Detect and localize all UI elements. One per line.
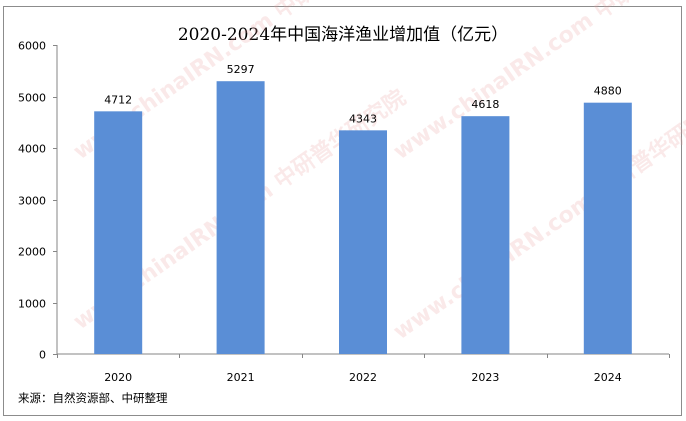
bar-2024 bbox=[583, 102, 632, 355]
x-tick-label: 2024 bbox=[594, 371, 622, 384]
x-tick-label: 2020 bbox=[104, 371, 132, 384]
x-tick-label: 2021 bbox=[227, 371, 255, 384]
x-tick-label: 2023 bbox=[471, 371, 499, 384]
data-label-2021: 5297 bbox=[227, 63, 255, 76]
watermark: www.chinaIRN.com 中研普华研究院 bbox=[389, 0, 686, 165]
y-tick-label: 0 bbox=[39, 349, 46, 362]
data-label-2023: 4618 bbox=[471, 98, 499, 111]
y-tick-label: 3000 bbox=[18, 195, 46, 208]
bar-2021 bbox=[216, 81, 265, 354]
bar-2022 bbox=[339, 130, 387, 354]
chart-frame bbox=[3, 6, 682, 416]
y-tick-label: 1000 bbox=[18, 298, 46, 311]
source-note: 来源：自然资源部、中研整理 bbox=[18, 391, 168, 405]
data-label-2020: 4712 bbox=[104, 93, 132, 106]
chart-title: 2020-2024年中国海洋渔业增加值（亿元） bbox=[177, 25, 509, 45]
data-label-2022: 4343 bbox=[349, 112, 377, 125]
y-tick-label: 4000 bbox=[18, 143, 46, 156]
x-tick-label: 2022 bbox=[349, 371, 377, 384]
bar-2023 bbox=[461, 116, 510, 354]
y-tick-label: 2000 bbox=[18, 246, 46, 259]
y-tick-label: 6000 bbox=[18, 40, 46, 53]
bar-2020 bbox=[94, 111, 143, 354]
data-label-2024: 4880 bbox=[594, 85, 622, 98]
y-tick-label: 5000 bbox=[18, 92, 46, 105]
